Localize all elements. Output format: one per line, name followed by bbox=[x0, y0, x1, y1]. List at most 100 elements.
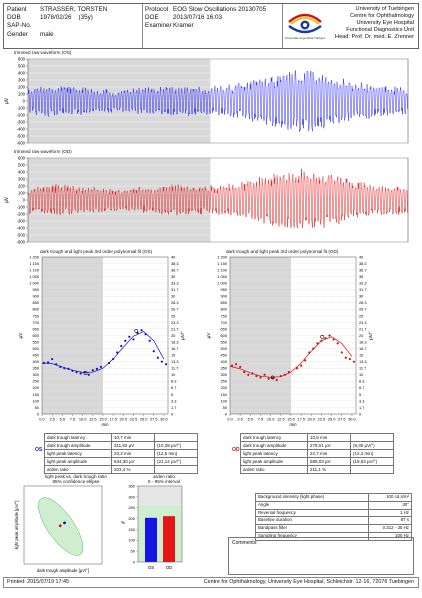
y-tick-label: 700 bbox=[221, 320, 228, 325]
x-tick-label: OS bbox=[148, 565, 154, 570]
y-right-tick-label: 25 bbox=[171, 313, 175, 318]
table-row: dark trough amplitude 311,82 µV (10,39 µV/… bbox=[44, 441, 198, 450]
y-tick-label: 650 bbox=[33, 326, 40, 331]
y-tick-label: 350 bbox=[221, 366, 228, 371]
arden-title-text: arden ratio bbox=[153, 474, 175, 479]
bar-od bbox=[163, 516, 175, 562]
data-point bbox=[160, 360, 164, 363]
x-tick-label: 12.5 bbox=[277, 417, 285, 422]
row-value: 279,01 µV bbox=[307, 441, 351, 450]
y-right-tick-label: 28.3 bbox=[171, 300, 179, 305]
data-point bbox=[95, 367, 98, 370]
plot-frame bbox=[41, 256, 169, 415]
extremum-marker bbox=[320, 335, 325, 339]
y-tick-label: 900 bbox=[221, 294, 228, 299]
x-tick-label: 20.0 bbox=[120, 417, 128, 422]
comments-box[interactable]: Comments: bbox=[228, 537, 414, 575]
y-tick-label: 1 050 bbox=[29, 274, 40, 279]
y-tick-label: -200 bbox=[17, 113, 26, 118]
arden-ratio-chart: 350 300 250 200 150 100 50 0% OS OD bbox=[121, 483, 183, 570]
data-point bbox=[128, 335, 131, 338]
value-dob: 1978/02/26 (35y) bbox=[40, 14, 93, 22]
y-tick-label: 0 bbox=[23, 99, 26, 104]
eye-hospital-logo: Universitäts-Augenklinik Tübingen bbox=[285, 13, 326, 40]
y-right-tick-label: 11.7 bbox=[359, 366, 366, 371]
waveform-os-title: trimmed raw waveform (OS) bbox=[14, 50, 72, 55]
extremum-marker bbox=[270, 375, 275, 380]
value-doe: 2013/07/16 16:03 bbox=[173, 14, 223, 22]
y-right-tick-label: 16.7 bbox=[171, 346, 179, 351]
row-value: (10,39 µV/°) bbox=[154, 441, 198, 450]
institution-line: Centre for Ophthalmology bbox=[349, 12, 414, 19]
y-axis-label: µV bbox=[4, 196, 10, 203]
data-point bbox=[164, 363, 168, 366]
data-point bbox=[230, 364, 234, 367]
y-tick-label: 100 bbox=[33, 398, 40, 403]
y-tick-label: 550 bbox=[221, 339, 228, 344]
institution-line: Functional Diagnostics Unit bbox=[346, 26, 414, 33]
row-label: light peak amplitude bbox=[44, 457, 112, 466]
y-right-tick-label: 40 bbox=[171, 254, 176, 259]
y-tick-label: 150 bbox=[33, 392, 40, 397]
y-right-tick-label: 38.3 bbox=[359, 261, 367, 266]
parameter-value: 100 Hz bbox=[368, 531, 412, 541]
waveform-trace bbox=[27, 70, 408, 132]
y-right-tick-label: 5 bbox=[171, 392, 173, 397]
y-tick-label: 1 150 bbox=[217, 261, 228, 266]
parameter-row: Angle 30° bbox=[255, 500, 412, 510]
data-point bbox=[120, 344, 123, 348]
comments-label: Comments: bbox=[232, 540, 258, 546]
plot-frame bbox=[229, 256, 357, 415]
y-tick-label: 100 bbox=[18, 191, 26, 196]
y-tick-label: 400 bbox=[18, 170, 26, 175]
parameter-label: Reversal frequency bbox=[255, 508, 369, 518]
data-point bbox=[340, 351, 343, 354]
label-examiner: Examiner bbox=[145, 22, 172, 30]
data-point bbox=[279, 374, 282, 378]
value-patient: STRASSER, TORSTEN bbox=[40, 6, 108, 13]
y-tick-label: 0 bbox=[37, 411, 40, 416]
y-right-tick-label: 1.7 bbox=[171, 405, 176, 410]
x-tick-label: 10.0 bbox=[79, 417, 87, 422]
y-tick-label: 800 bbox=[33, 307, 40, 312]
y-right-tick-label: 26.7 bbox=[171, 307, 179, 312]
y-tick-label: 700 bbox=[33, 320, 40, 325]
table-row: light peak latency 23,2 min (12,5 min) bbox=[44, 449, 198, 458]
x-tick-label: 2.5 bbox=[237, 417, 242, 422]
y-tick-label: -600 bbox=[17, 240, 26, 245]
x-tick-label: 22.5 bbox=[318, 417, 326, 422]
y-tick-label: -500 bbox=[17, 233, 26, 238]
row-value: (9,30 µV/°) bbox=[350, 441, 394, 450]
y-tick-label: 600 bbox=[33, 333, 40, 338]
results-os-table: dark trough latency 10,7 min dark trough a… bbox=[44, 433, 198, 474]
table-row: dark trough latency 10,7 min bbox=[44, 433, 198, 442]
results-od-table: dark trough latency 10,5 min dark trough a… bbox=[240, 433, 394, 474]
row-value: (21,14 µV/°) bbox=[154, 457, 198, 466]
ratio-scatter-chart: dark trough amplitude [µV/°] light peak a… bbox=[14, 485, 103, 573]
y-right-tick-label: 36.7 bbox=[359, 267, 367, 272]
y-tick-label: 250 bbox=[128, 505, 135, 510]
y-right-tick-label: 20 bbox=[171, 333, 176, 338]
data-point bbox=[124, 339, 127, 342]
data-point bbox=[287, 371, 291, 374]
data-point bbox=[295, 367, 299, 370]
arden-chart-title: arden ratio 5 - 95% interval bbox=[126, 474, 202, 484]
y-tick-label: 500 bbox=[221, 346, 228, 351]
value-gender: male bbox=[40, 30, 54, 38]
y-tick-label: 850 bbox=[221, 300, 228, 305]
data-point bbox=[312, 347, 315, 350]
y-tick-label: 350 bbox=[33, 366, 40, 371]
y-right-tick-label: 38.3 bbox=[171, 261, 179, 266]
y-tick-label: 900 bbox=[33, 294, 40, 299]
row-value: 23,2 min bbox=[111, 449, 155, 458]
y-right-tick-label: 35 bbox=[359, 274, 363, 279]
y-tick-label: 500 bbox=[18, 163, 26, 168]
ratio-scatter-subtitle: 95% confidence ellipse bbox=[52, 479, 100, 484]
data-point bbox=[267, 377, 270, 380]
y-right-axis-label: µV/° bbox=[368, 331, 373, 340]
y-right-tick-label: 18.3 bbox=[359, 339, 367, 344]
parameter-row: Bandpass filter 0.312 - 35 Hz bbox=[255, 524, 412, 533]
data-point bbox=[116, 351, 119, 354]
y-right-tick-label: 28.3 bbox=[359, 300, 367, 305]
